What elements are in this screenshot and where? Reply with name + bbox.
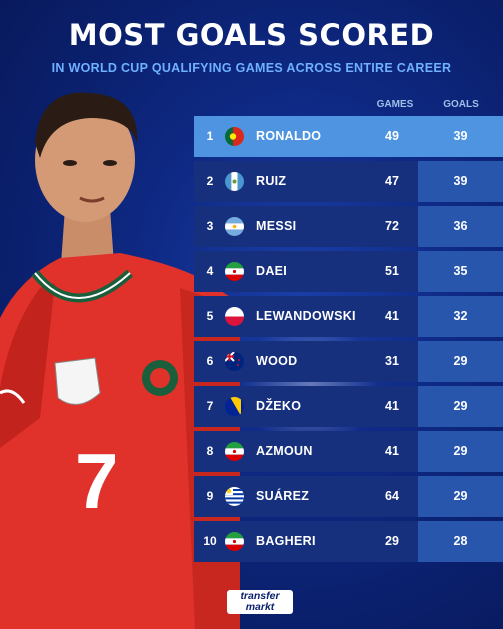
player-name: RONALDO bbox=[256, 129, 322, 143]
table-row: 7 DŽEKO 41 29 bbox=[194, 386, 503, 427]
goals-value: 28 bbox=[453, 534, 468, 548]
table-row: 5 LEWANDOWSKI 41 32 bbox=[194, 296, 503, 337]
table-row: 1 RONALDO 49 39 bbox=[194, 116, 503, 157]
table-row: 4 DAEI 51 35 bbox=[194, 251, 503, 292]
games-column-header: GAMES bbox=[376, 99, 414, 110]
games-value: 41 bbox=[385, 309, 399, 323]
games-value: 51 bbox=[385, 264, 399, 278]
goals-value: 36 bbox=[453, 219, 468, 233]
games-value: 41 bbox=[385, 444, 399, 458]
rank: 4 bbox=[206, 264, 214, 278]
player-name: RUIZ bbox=[256, 174, 287, 188]
poland-flag-icon bbox=[225, 307, 244, 326]
transfermarkt-logo: transfer markt bbox=[227, 590, 293, 614]
games-value: 29 bbox=[385, 534, 399, 548]
games-value: 49 bbox=[385, 129, 399, 143]
rank: 5 bbox=[206, 309, 214, 323]
goals-value: 29 bbox=[453, 489, 468, 503]
player-name: WOOD bbox=[256, 354, 298, 368]
goals-value: 32 bbox=[453, 309, 468, 323]
table-row: 10 BAGHERI 29 28 bbox=[194, 521, 503, 562]
player-name: DŽEKO bbox=[256, 399, 302, 413]
games-value: 64 bbox=[385, 489, 399, 503]
bosnia-flag-icon bbox=[225, 397, 244, 416]
table-row: 6 WOOD 31 29 bbox=[194, 341, 503, 382]
games-value: 41 bbox=[385, 399, 399, 413]
goals-value: 29 bbox=[453, 399, 468, 413]
rank: 9 bbox=[206, 489, 214, 503]
games-value: 47 bbox=[385, 174, 399, 188]
page-title: MOST GOALS SCORED bbox=[68, 18, 435, 52]
page-subtitle: IN WORLD CUP QUALIFYING GAMES ACROSS ENT… bbox=[51, 61, 452, 75]
rank: 10 bbox=[203, 534, 217, 548]
uruguay-flag-icon bbox=[225, 487, 244, 506]
table-row: 2 RUIZ 47 39 bbox=[194, 161, 503, 202]
player-name: MESSI bbox=[256, 219, 297, 233]
games-value: 72 bbox=[385, 219, 399, 233]
rank: 8 bbox=[206, 444, 214, 458]
guatemala-flag-icon bbox=[225, 172, 244, 191]
logo-line-1: transfer bbox=[240, 590, 280, 602]
goals-value: 39 bbox=[453, 174, 468, 188]
goals-value: 39 bbox=[453, 129, 468, 143]
iran-flag-icon bbox=[225, 532, 244, 551]
rank: 3 bbox=[206, 219, 214, 233]
goals-value: 29 bbox=[453, 444, 468, 458]
table-row: 3 MESSI 72 36 bbox=[194, 206, 503, 247]
new-zealand-flag-icon bbox=[225, 352, 244, 371]
table-row: 8 AZMOUN 41 29 bbox=[194, 431, 503, 472]
logo-line-2: markt bbox=[245, 601, 275, 613]
goals-value: 29 bbox=[453, 354, 468, 368]
iran-flag-icon bbox=[225, 442, 244, 461]
rank: 6 bbox=[206, 354, 214, 368]
player-name: AZMOUN bbox=[256, 444, 313, 458]
portugal-flag-icon bbox=[225, 127, 244, 146]
argentina-flag-icon bbox=[225, 217, 244, 236]
table-row: 9 SUÁREZ 64 29 bbox=[194, 476, 503, 517]
goals-column-header: GOALS bbox=[443, 99, 479, 110]
iran-flag-icon bbox=[225, 262, 244, 281]
player-name: BAGHERI bbox=[256, 534, 316, 548]
rank: 2 bbox=[206, 174, 214, 188]
player-name: DAEI bbox=[256, 264, 288, 278]
player-name: LEWANDOWSKI bbox=[256, 309, 356, 323]
games-value: 31 bbox=[385, 354, 399, 368]
player-name: SUÁREZ bbox=[256, 489, 310, 503]
rank: 1 bbox=[206, 129, 214, 143]
goals-value: 35 bbox=[453, 264, 468, 278]
rank: 7 bbox=[206, 399, 214, 413]
shirt-number: 7 bbox=[75, 437, 118, 525]
